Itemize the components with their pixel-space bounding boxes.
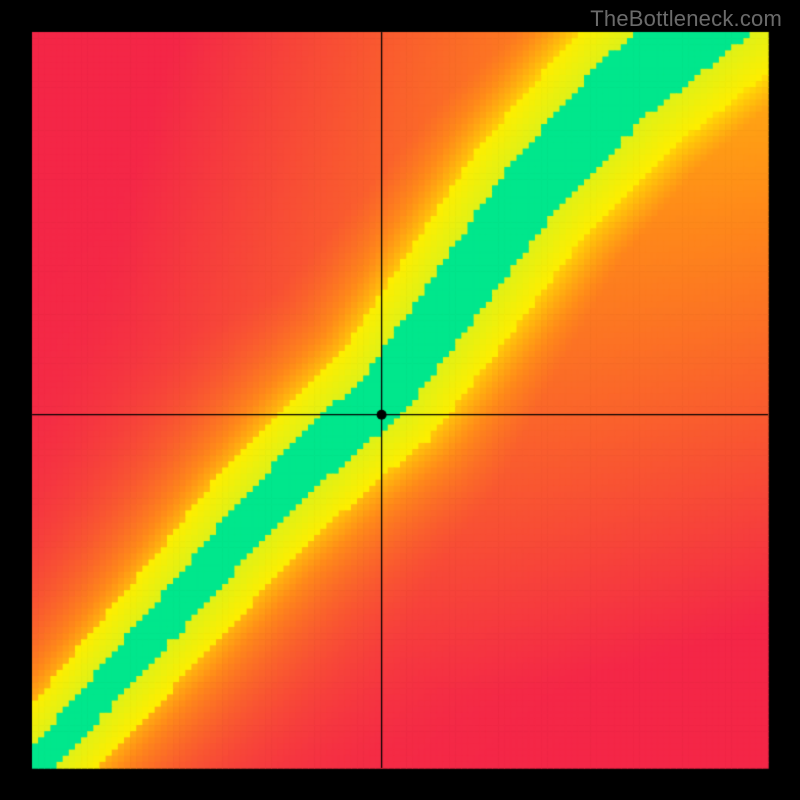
crosshair-overlay [0,0,800,800]
chart-container: TheBottleneck.com [0,0,800,800]
watermark-text: TheBottleneck.com [590,6,782,32]
